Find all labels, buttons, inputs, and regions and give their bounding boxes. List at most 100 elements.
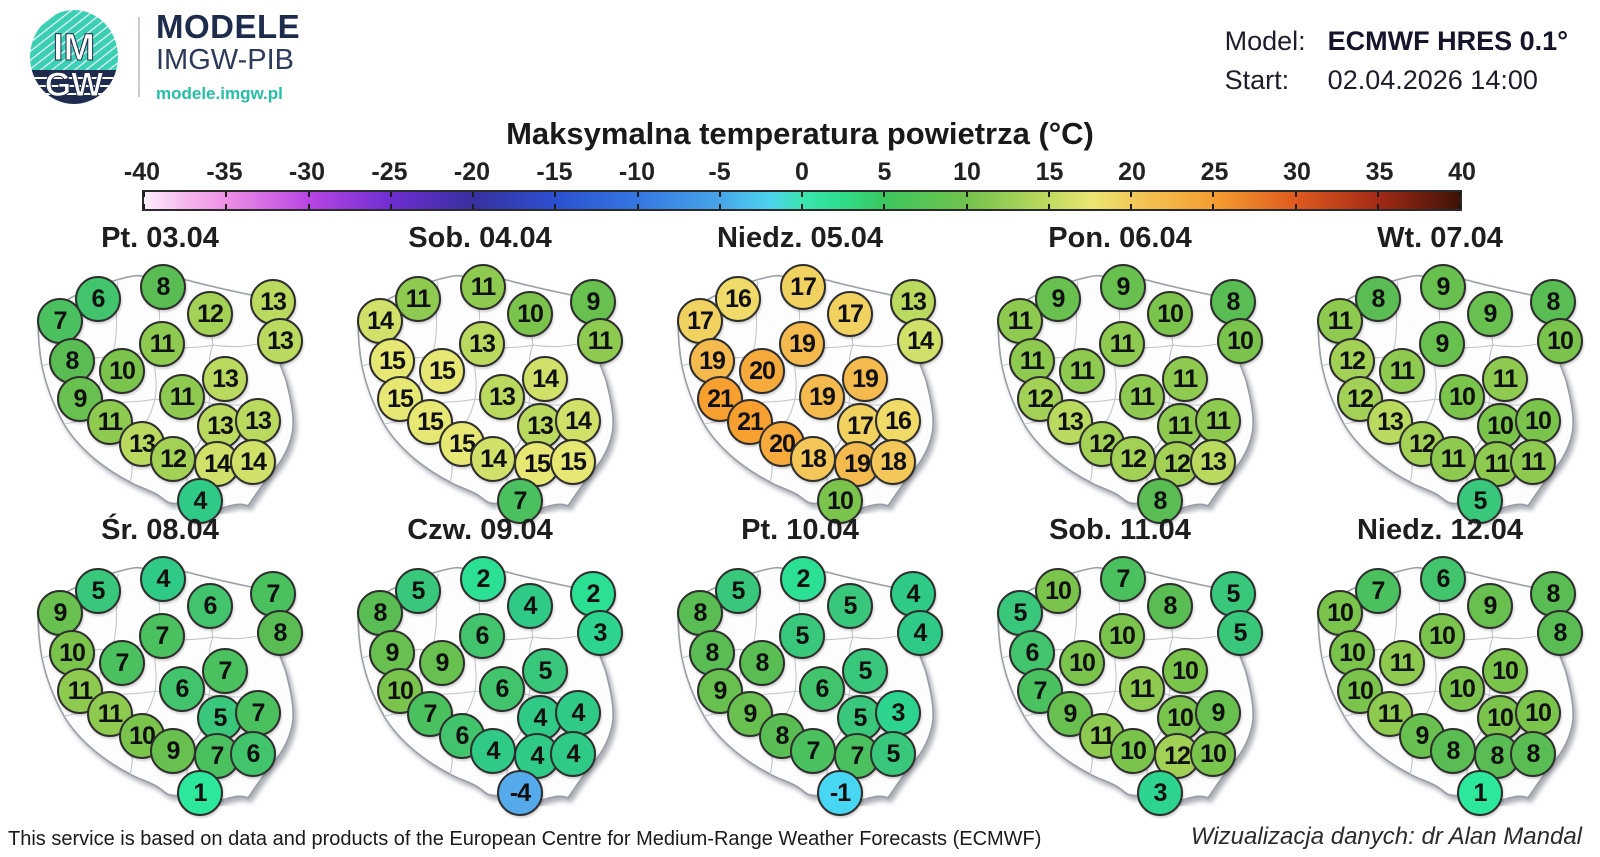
temp-circle: 4 [550,731,596,777]
brand-title: MODELE [156,8,301,46]
temp-circle: 5 [997,590,1043,636]
colorbar-tick-label: 5 [877,158,892,186]
temp-circle: 8 [257,610,303,656]
colorbar-tick-label: 35 [1365,158,1394,186]
colorbar-tick-label: 20 [1118,158,1146,186]
map-title: Niedz. 12.04 [1356,514,1524,546]
temp-circle: 11 [1195,398,1241,444]
temp-circle: 10 [1162,648,1208,694]
temp-circle: 2 [460,556,506,602]
footer-attribution: This service is based on data and produc… [8,828,1042,850]
map-box: 9 9 11 10 8 11 10 11 11 11 12 11 13 11 11 12 12 12 13 8 [960,254,1280,524]
temp-circle: 20 [739,348,785,394]
temp-circle: 6 [479,666,525,712]
temp-circle: 3 [577,610,623,656]
map-cell: Sob. 11.04 [960,514,1280,816]
colorbar-tick-mark [1047,204,1050,209]
temp-circle: 9 [570,279,616,325]
temp-circle: 7 [235,690,281,736]
page-title: Maksymalna temperatura powietrza (°C) [506,116,1094,151]
temp-circle: 9 [1467,583,1513,629]
maps-grid: Pt. 03.04 [0,222,1600,816]
map-cell: Śr. 08.04 [0,514,320,816]
colorbar-tick-mark [801,204,803,209]
temp-circle: 5 [842,648,888,694]
temp-circle: 2 [780,556,826,602]
map-box: 16 17 17 17 13 19 14 19 20 19 21 19 21 17 16 20 18 19 18 10 [640,254,960,524]
temp-circle: 8 [1530,279,1576,325]
temp-circle: 11 [87,399,133,445]
temp-circle: 11 [1379,348,1425,394]
temp-circle: 5 [715,568,761,614]
temp-circle: 8 [357,590,403,636]
temp-circle: 14 [897,318,943,364]
temp-circle: 18 [790,436,836,482]
footer-credit: Wizualizacja danych: dr Alan Mandal [1190,823,1582,850]
colorbar-tick-label: 25 [1200,158,1229,186]
temp-circle: 10 [1147,291,1193,337]
temp-circle: 8 [1355,276,1401,322]
temp-circle: 17 [780,264,826,310]
temp-circle: 17 [827,291,873,337]
colorbar-tick-mark [1294,192,1297,197]
temp-circle: 11 [1430,436,1476,482]
temp-circle: 10 [1515,398,1561,444]
temp-circle: 10 [1317,590,1363,636]
temp-circle: 11 [577,318,623,364]
temp-circle: 6 [75,276,121,322]
temp-circle: 16 [875,398,921,444]
colorbar-tick-mark [307,204,310,209]
temp-circle: 8 [1147,583,1193,629]
colorbar-tick-label: -30 [288,158,326,186]
colorbar-tick-label: -25 [371,158,408,186]
temp-circle: 11 [997,298,1043,344]
temp-circle: 15 [419,348,465,394]
colorbar-tick-mark [636,204,639,209]
map-title: Pon. 06.04 [1048,222,1192,254]
temp-circle: 8 [1530,571,1576,617]
temp-circle: 7 [1100,556,1146,602]
temp-circle: 7 [202,648,248,694]
map-box: 5 2 8 5 4 5 4 8 8 5 9 6 9 5 3 8 7 7 5 -1 [640,546,960,816]
colorbar-tick-mark [718,204,721,209]
brand-url[interactable]: modele.imgw.pl [156,83,283,103]
temp-circle: 5 [827,583,873,629]
temp-circle: 6 [187,583,233,629]
start-value: 02.04.2026 14:00 [1327,65,1538,95]
temp-circle: 10 [507,291,553,337]
map-title: Pt. 03.04 [101,222,219,254]
colorbar-tick-label: 10 [953,158,981,186]
colorbar-tick-mark [143,192,145,197]
colorbar-tick-mark [965,204,968,209]
colorbar-tick-mark [554,204,557,209]
colorbar-labels: -40 -35 -30 -25 -20 -15 -10 -5 0 5 10 15 20 25 30 35 40 [124,158,1476,190]
logo-divider [138,17,140,97]
footer: This service is based on data and produc… [0,823,1600,853]
temp-circle: 14 [470,436,516,482]
colorbar-tick-mark [1294,204,1297,209]
map-title: Sob. 11.04 [1049,514,1191,546]
temp-circle: 7 [139,613,185,659]
temp-circle: 13 [235,398,281,444]
temp-circle: 12 [1110,436,1156,482]
temp-circle: 14 [555,398,601,444]
temp-circle: 14 [230,439,276,485]
colorbar-gradient [142,190,1462,211]
start-label: Start: [1224,65,1290,95]
temp-circle: 13 [202,356,248,402]
temp-circle: 9 [1419,321,1465,367]
temp-circle: 5 [779,613,825,659]
colorbar-tick-label: 15 [1035,158,1064,186]
colorbar-tick-mark [1047,192,1050,197]
temp-circle: 10 [99,348,145,394]
temp-circle: 9 [1467,291,1513,337]
temp-circle: 9 [419,640,465,686]
map-title: Czw. 09.04 [407,514,553,546]
colorbar-tick-mark [472,192,474,197]
colorbar: -40 -35 -30 -25 -20 -15 -10 -5 0 5 10 15 20 25 30 35 40 [124,158,1476,211]
colorbar-tick-mark [389,192,392,197]
temp-circle: 13 [479,374,525,420]
temp-circle: 10 [1059,640,1105,686]
temp-circle: 5 [1217,610,1263,656]
map-title: Śr. 08.04 [101,514,219,546]
